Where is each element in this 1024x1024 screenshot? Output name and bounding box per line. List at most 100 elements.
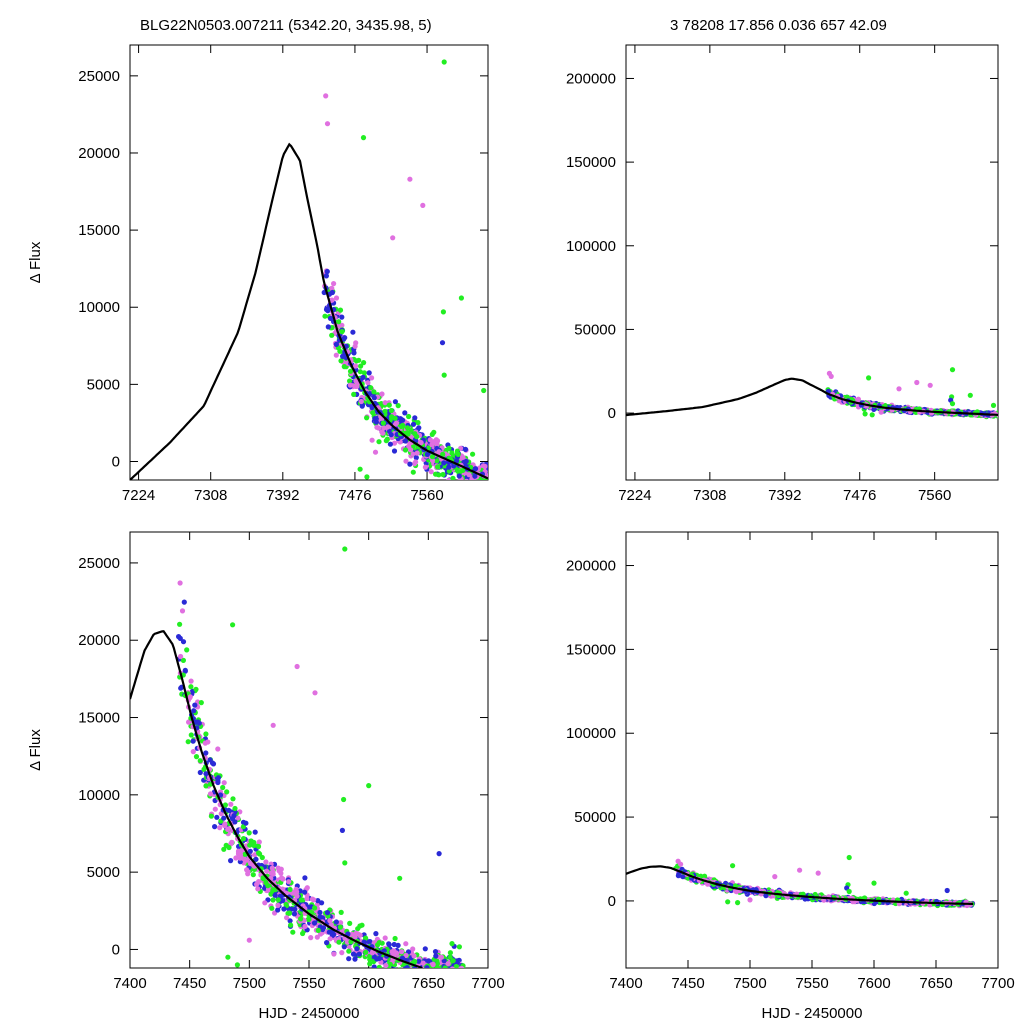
data-point xyxy=(376,439,382,445)
data-point xyxy=(517,483,522,488)
data-point xyxy=(369,437,375,443)
data-point xyxy=(356,357,362,363)
data-point xyxy=(283,901,289,908)
data-point xyxy=(412,415,418,421)
data-point xyxy=(426,958,432,964)
data-point xyxy=(1009,412,1014,417)
data-point xyxy=(1010,412,1015,417)
data-point xyxy=(234,962,240,968)
data-point xyxy=(999,413,1004,418)
data-point xyxy=(324,121,331,127)
data-point xyxy=(180,657,186,664)
data-point xyxy=(446,477,452,480)
data-point xyxy=(1011,411,1016,416)
data-point xyxy=(491,468,496,473)
data-point xyxy=(203,731,209,737)
data-point xyxy=(376,964,382,968)
data-point xyxy=(1017,412,1022,417)
data-point xyxy=(347,382,353,388)
data-point xyxy=(497,479,502,484)
data-point xyxy=(1005,411,1010,416)
data-point xyxy=(1002,413,1007,418)
data-point xyxy=(513,456,518,461)
data-point xyxy=(1010,413,1015,418)
y-tick-label: 200000 xyxy=(566,558,616,575)
data-point xyxy=(339,950,345,956)
data-point xyxy=(494,479,499,484)
data-point xyxy=(312,690,318,696)
data-point xyxy=(1012,413,1017,418)
data-point xyxy=(509,471,514,476)
data-point xyxy=(1016,412,1021,417)
x-tick-label: 7700 xyxy=(981,975,1014,992)
data-point xyxy=(519,481,524,486)
data-point xyxy=(418,440,424,446)
data-point xyxy=(512,473,517,478)
data-point xyxy=(422,946,428,952)
data-point xyxy=(429,454,436,460)
data-point xyxy=(505,478,510,483)
data-point xyxy=(337,924,343,930)
data-point xyxy=(1001,412,1006,417)
data-points xyxy=(673,854,976,909)
data-point xyxy=(1011,412,1016,417)
data-point xyxy=(390,235,396,241)
data-point xyxy=(264,868,270,874)
data-point xyxy=(471,480,476,485)
data-point xyxy=(494,470,499,475)
data-point xyxy=(391,941,397,948)
data-point xyxy=(1009,412,1014,417)
data-point xyxy=(508,488,513,493)
data-point xyxy=(490,468,495,473)
data-point xyxy=(337,307,344,313)
data-point xyxy=(524,474,529,479)
data-point xyxy=(466,472,472,478)
data-point xyxy=(356,951,362,957)
data-point xyxy=(254,881,260,887)
data-point xyxy=(293,886,299,892)
data-point xyxy=(1012,413,1017,418)
data-point xyxy=(494,458,499,463)
data-point xyxy=(326,929,332,935)
x-tick-label: 7650 xyxy=(412,975,445,992)
data-point xyxy=(496,469,501,474)
y-tick-label: 10000 xyxy=(78,299,120,316)
data-point xyxy=(509,475,514,480)
data-point xyxy=(815,870,821,876)
x-tick-label: 7308 xyxy=(194,487,227,504)
data-point xyxy=(360,374,366,380)
data-point xyxy=(1019,410,1024,415)
data-point xyxy=(270,897,276,903)
data-point xyxy=(433,968,438,973)
data-point xyxy=(519,483,524,488)
data-point xyxy=(506,478,511,483)
data-point xyxy=(502,470,507,475)
data-point xyxy=(525,489,530,494)
data-point xyxy=(828,373,834,379)
data-point xyxy=(869,412,875,418)
data-point xyxy=(513,473,518,478)
data-point xyxy=(492,472,497,477)
data-point xyxy=(680,874,686,880)
data-point xyxy=(360,135,367,141)
data-point xyxy=(1001,412,1006,417)
data-point xyxy=(495,478,500,483)
data-point xyxy=(521,482,526,487)
data-point xyxy=(519,490,524,495)
data-point xyxy=(866,375,872,381)
data-point xyxy=(1008,412,1013,417)
data-point xyxy=(747,897,753,903)
data-point xyxy=(495,465,500,470)
data-point xyxy=(1011,413,1016,418)
data-point xyxy=(270,887,276,893)
data-point xyxy=(511,475,516,480)
data-point xyxy=(513,487,518,492)
data-point xyxy=(509,470,514,475)
x-tick-label: 7450 xyxy=(671,975,704,992)
data-point xyxy=(494,473,499,478)
data-point xyxy=(432,949,439,955)
data-point xyxy=(353,363,359,369)
x-tick-label: 7550 xyxy=(795,975,828,992)
data-point xyxy=(214,814,220,820)
data-point xyxy=(224,789,230,795)
